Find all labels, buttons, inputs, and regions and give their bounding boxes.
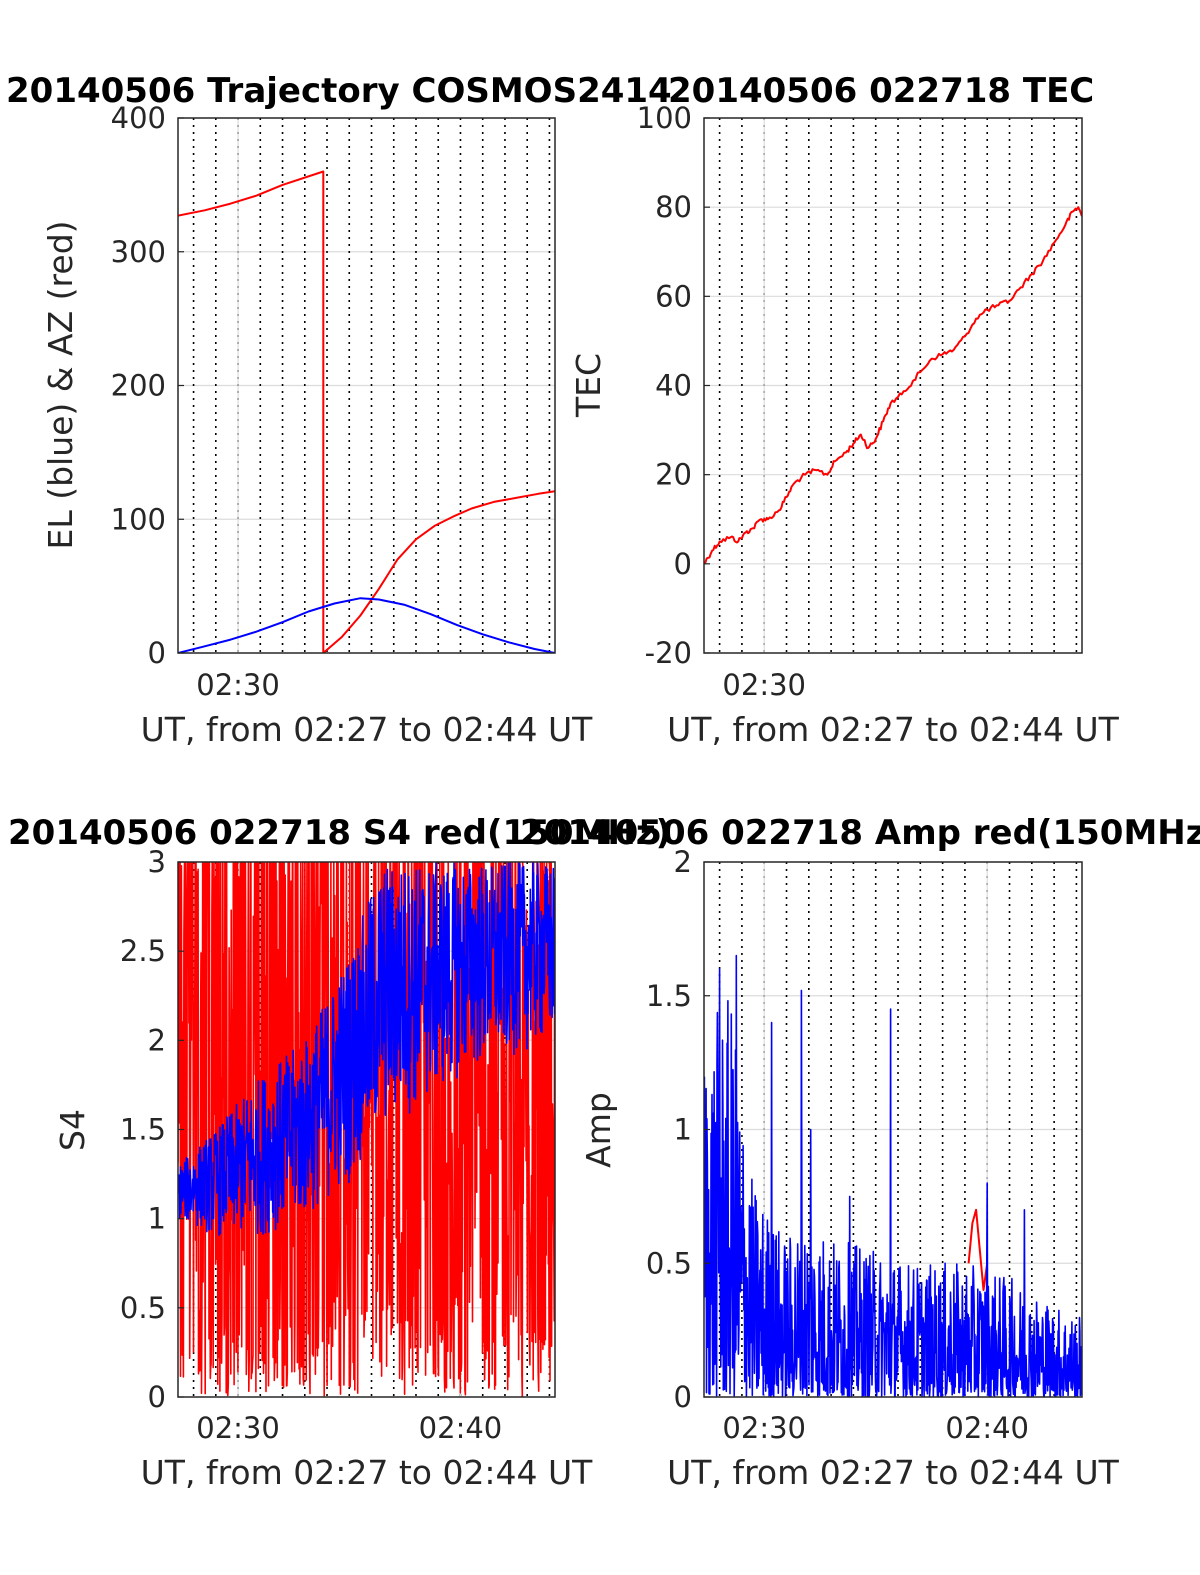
x-tick-label: 02:40: [945, 1411, 1029, 1445]
y-tick-label: 0: [674, 1380, 692, 1414]
x-tick-label: 02:30: [722, 1411, 806, 1445]
series-line-1: [704, 954, 1082, 1397]
y-axis-label: TEC: [569, 353, 608, 418]
y-tick-label: 100: [637, 101, 692, 135]
y-tick-label: 2: [674, 845, 692, 879]
series-line-1: [178, 597, 555, 653]
y-tick-label: 3: [148, 845, 166, 879]
x-axis-label: UT, from 02:27 to 02:44 UT: [667, 1453, 1120, 1492]
y-axis-label: S4: [53, 1109, 92, 1151]
trajectory-panel: 0 100 200 300 400 02:30 UT, from 02:27 to 02:4…: [6, 71, 672, 749]
y-tick-label: 40: [655, 369, 692, 403]
y-tick-label: 80: [655, 190, 692, 224]
x-tick-label: 02:30: [196, 1411, 280, 1445]
y-tick-label: 1.5: [646, 979, 692, 1013]
x-tick-label: 02:40: [419, 1411, 503, 1445]
y-axis-label: Amp: [579, 1092, 618, 1168]
x-axis-label: UT, from 02:27 to 02:44 UT: [141, 1453, 594, 1492]
y-tick-label: 0: [148, 1380, 166, 1414]
y-tick-label: 0.5: [646, 1246, 692, 1280]
y-tick-label: 200: [111, 369, 166, 403]
y-tick-label: 2.5: [120, 934, 166, 968]
y-tick-label: 0: [674, 547, 692, 581]
amp-panel: 0 0.5 1 1.5 2 02:30 02:40 UT, from 02:27 to 02:…: [520, 813, 1200, 1492]
series-line-0: [178, 170, 555, 653]
chart-title: 20140506 022718 S4 red(150MHz): [8, 813, 671, 853]
y-axis-label: EL (blue) & AZ (red): [41, 220, 80, 549]
y-tick-label: 20: [655, 458, 692, 492]
y-tick-label: -20: [645, 636, 692, 670]
y-tick-label: 100: [111, 502, 166, 536]
y-tick-label: 2: [148, 1023, 166, 1057]
y-tick-label: 1.5: [120, 1113, 166, 1147]
chart-title: 20140506 022718 Amp red(150MHz): [520, 813, 1200, 853]
chart-title: 20140506 022718 TEC: [668, 71, 1094, 111]
y-tick-label: 300: [111, 235, 166, 269]
y-tick-label: 0: [148, 636, 166, 670]
series-line-1: [178, 862, 555, 1236]
y-tick-label: 1: [148, 1202, 166, 1236]
x-tick-label: 02:30: [722, 668, 806, 702]
series-line-0: [704, 206, 1082, 565]
s4-panel: 0 0.5 1 1.5 2 2.5 3 02:30 02:40 UT, from 02:27 to…: [8, 813, 671, 1492]
x-axis-label: UT, from 02:27 to 02:44 UT: [141, 710, 594, 749]
y-tick-label: 1: [674, 1113, 692, 1147]
y-tick-label: 400: [111, 101, 166, 135]
series-line-0: [967, 1208, 989, 1291]
x-tick-label: 02:30: [196, 668, 280, 702]
series-line-0: [178, 862, 555, 1397]
tec-panel: -20 0 20 40 60 80 100 02:30 UT, from 02:27 to 02…: [569, 71, 1120, 749]
chart-title: 20140506 Trajectory COSMOS2414: [6, 71, 672, 111]
x-axis-label: UT, from 02:27 to 02:44 UT: [667, 710, 1120, 749]
y-tick-label: 60: [655, 279, 692, 313]
y-tick-label: 0.5: [120, 1291, 166, 1325]
